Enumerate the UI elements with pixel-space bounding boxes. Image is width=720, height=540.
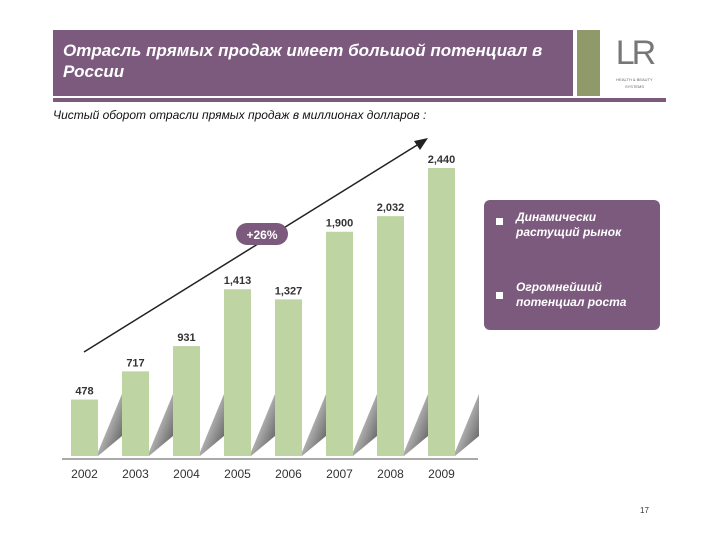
bar-shadows [98,394,479,456]
tick-label-2002: 2002 [71,467,98,481]
trend-line [83,141,423,353]
value-label-2003: 717 [126,357,144,369]
value-label-2009: 2,440 [428,154,456,166]
panel-item-2-line-1: Огромнейший [516,280,602,294]
logo: LR HEALTH & BEAUTY SYSTEMS [603,30,666,96]
tick-label-2005: 2005 [224,467,251,481]
tick-label-2008: 2008 [377,467,404,481]
bar-shadow [455,394,479,456]
tick-label-2003: 2003 [122,467,149,481]
bar-2006 [275,299,302,456]
bar-shadow [98,394,122,456]
logo-subtitle-2: SYSTEMS [624,84,645,89]
header-banner: Отрасль прямых продаж имеет большой поте… [53,30,573,96]
value-label-2005: 1,413 [224,275,252,287]
bar-2009 [428,168,455,456]
value-label-2008: 2,032 [377,202,405,214]
header-divider [53,98,666,102]
panel-item-2: Огромнейший потенциал роста [516,280,656,310]
bar-shadow [251,394,275,456]
growth-badge [236,223,288,245]
bar-shadow [404,394,428,456]
x-tick-labels: 2002 2003 2004 2005 2006 2007 2008 2009 [71,467,455,481]
bar-shadow [200,394,224,456]
value-label-2007: 1,900 [326,218,354,230]
bar-shadow [149,394,173,456]
tick-label-2006: 2006 [275,467,302,481]
bar-shadow [302,394,326,456]
info-panel: Динамически растущий рынок Огромнейший п… [484,200,660,330]
bar-2007 [326,231,353,456]
trend-arrow: +26% [83,138,428,353]
panel-item-1: Динамически растущий рынок [516,210,656,240]
tick-label-2009: 2009 [428,467,455,481]
value-label-2006: 1,327 [275,285,303,297]
tick-label-2007: 2007 [326,467,353,481]
bar-2008 [377,216,404,456]
panel-item-1-line-2: растущий рынок [516,225,622,239]
bar-shadow [353,394,377,456]
bars [71,168,455,456]
arrow-head-icon [414,138,428,150]
bullet-icon [496,292,503,299]
header-accent-stripe [577,30,600,96]
bar-2004 [173,346,200,456]
bar-2003 [122,371,149,456]
bar-2002 [71,399,98,456]
logo-subtitle-1: HEALTH & BEAUTY [616,77,653,82]
value-labels: 478 717 931 1,413 1,327 1,900 2,032 2,440 [75,154,455,398]
panel-item-1-line-1: Динамически [516,210,597,224]
page-number: 17 [640,506,649,515]
bullet-icon [496,218,503,225]
chart-subtitle: Чистый оборот отрасли прямых продаж в ми… [53,108,427,122]
bar-2005 [224,289,251,456]
tick-label-2004: 2004 [173,467,200,481]
value-label-2004: 931 [177,332,195,344]
value-label-2002: 478 [75,386,93,398]
panel-item-2-line-2: потенциал роста [516,295,627,309]
growth-badge-label: +26% [246,228,277,242]
page-title: Отрасль прямых продаж имеет большой поте… [63,41,543,81]
logo-mark: LR [615,34,656,72]
